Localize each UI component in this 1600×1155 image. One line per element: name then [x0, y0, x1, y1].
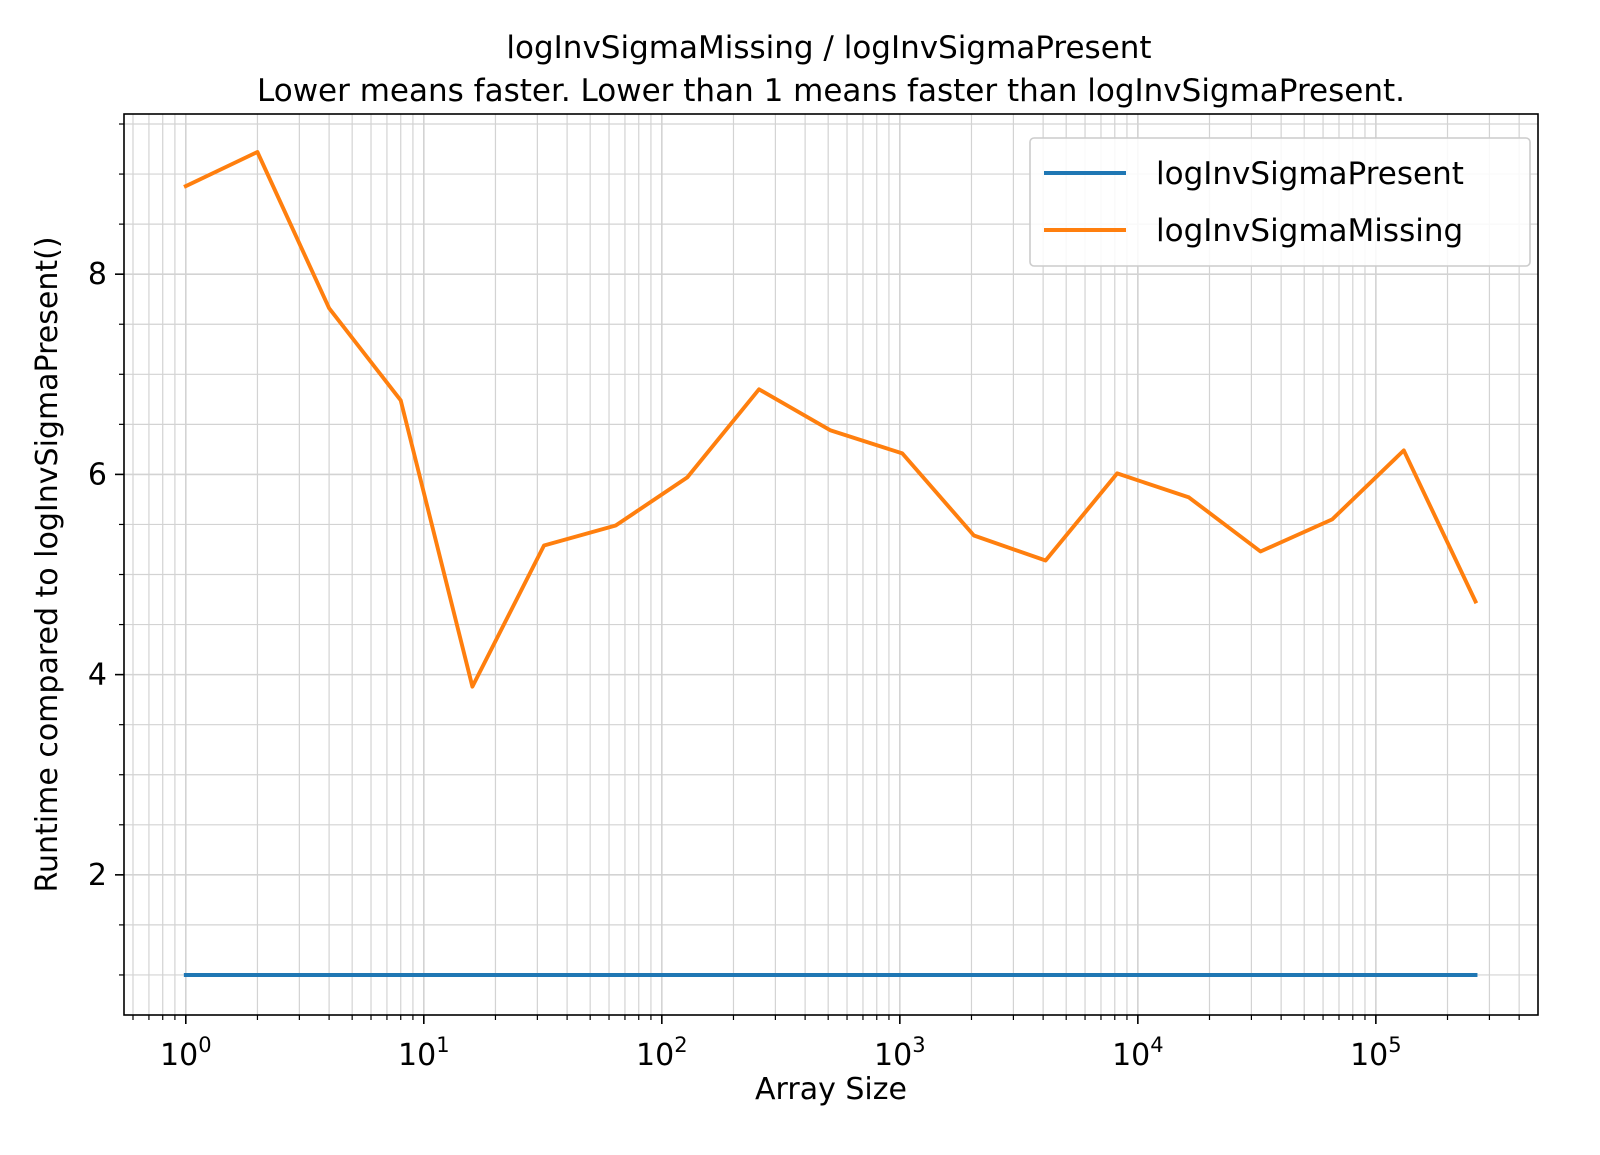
axis-ticks: 100 101 102 103 104 105 2 4 6 8: [88, 123, 1520, 1073]
x-tick-label: 104: [1112, 1033, 1164, 1073]
legend-box: [1029, 137, 1531, 267]
y-tick-label: 2: [88, 858, 107, 893]
plot-lines: [183, 150, 1479, 977]
series-line-logInvSigmaMissing: [183, 150, 1479, 689]
grid: [124, 114, 1538, 1015]
legend-label: logInvSigmaMissing: [1156, 213, 1463, 249]
x-tick-label: 105: [1350, 1033, 1402, 1073]
x-tick-label: 103: [874, 1033, 926, 1073]
y-tick-label: 4: [88, 658, 107, 693]
x-tick-label: 102: [636, 1033, 688, 1073]
y-axis-label: Runtime compared to logInvSigmaPresent(): [30, 236, 65, 892]
x-tick-label: 100: [160, 1033, 212, 1073]
chart-subtitle: Lower means faster. Lower than 1 means f…: [257, 73, 1405, 109]
y-tick-label: 8: [88, 257, 107, 292]
plot-frame: [123, 113, 1539, 1016]
legend: logInvSigmaPresent logInvSigmaMissing: [1029, 137, 1531, 267]
y-tick-label: 6: [88, 457, 107, 492]
x-axis-label: Array Size: [755, 1072, 907, 1107]
x-tick-label: 101: [398, 1033, 450, 1073]
chart-title: logInvSigmaMissing / logInvSigmaPresent: [506, 30, 1151, 66]
legend-label: logInvSigmaPresent: [1156, 156, 1464, 192]
